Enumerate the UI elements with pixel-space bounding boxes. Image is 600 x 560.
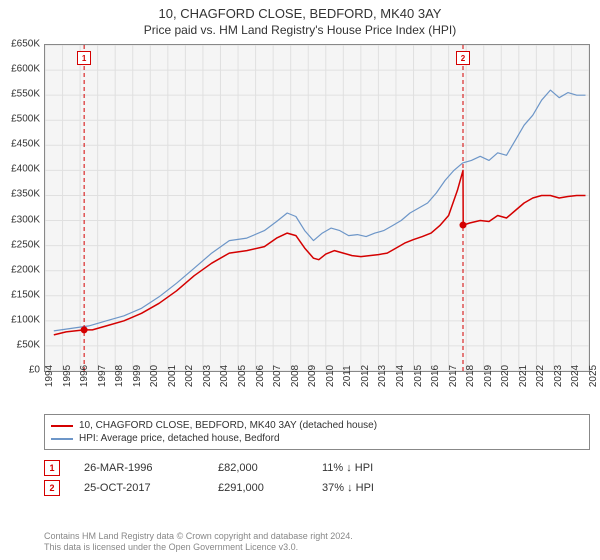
plot-marker-1: 1 — [77, 51, 91, 65]
transaction-date: 26-MAR-1996 — [84, 462, 194, 474]
transaction-marker: 1 — [44, 460, 60, 476]
xtick: 2004 — [219, 365, 230, 387]
transaction-delta: 11% ↓ HPI — [322, 462, 373, 474]
xtick: 2021 — [518, 365, 529, 387]
ytick: £650K — [0, 39, 40, 50]
xtick: 2017 — [448, 365, 459, 387]
chart-title: 10, CHAGFORD CLOSE, BEDFORD, MK40 3AY — [0, 0, 600, 21]
ytick: £550K — [0, 89, 40, 100]
xtick: 1995 — [62, 365, 73, 387]
plot-marker-2: 2 — [456, 51, 470, 65]
y-axis-ticks: £0£50K£100K£150K£200K£250K£300K£350K£400… — [0, 44, 40, 370]
transaction-row: 2 25-OCT-2017 £291,000 37% ↓ HPI — [44, 478, 590, 498]
transaction-delta: 37% ↓ HPI — [322, 482, 374, 494]
xtick: 2010 — [325, 365, 336, 387]
ytick: £50K — [0, 339, 40, 350]
chart-svg — [45, 45, 589, 371]
xtick: 1996 — [79, 365, 90, 387]
xtick: 2020 — [500, 365, 511, 387]
transaction-price: £82,000 — [218, 462, 298, 474]
xtick: 2015 — [413, 365, 424, 387]
xtick: 1998 — [114, 365, 125, 387]
transaction-date: 25-OCT-2017 — [84, 482, 194, 494]
xtick: 1994 — [44, 365, 55, 387]
xtick: 2019 — [483, 365, 494, 387]
transaction-table: 1 26-MAR-1996 £82,000 11% ↓ HPI 2 25-OCT-2017… — [44, 458, 590, 498]
chart-plot-area: 12 — [44, 44, 590, 372]
xtick: 2022 — [535, 365, 546, 387]
credits-line2: This data is licensed under the Open Gov… — [44, 542, 590, 554]
xtick: 2011 — [342, 365, 353, 387]
ytick: £450K — [0, 139, 40, 150]
legend-label: HPI: Average price, detached house, Bedf… — [79, 433, 280, 444]
credits-line1: Contains HM Land Registry data © Crown c… — [44, 531, 590, 543]
xtick: 2003 — [202, 365, 213, 387]
legend-label: 10, CHAGFORD CLOSE, BEDFORD, MK40 3AY (d… — [79, 420, 377, 431]
xtick: 2025 — [588, 365, 599, 387]
legend-swatch — [51, 425, 73, 427]
ytick: £200K — [0, 264, 40, 275]
ytick: £100K — [0, 314, 40, 325]
xtick: 2012 — [360, 365, 371, 387]
legend-row: HPI: Average price, detached house, Bedf… — [51, 432, 583, 445]
xtick: 2005 — [237, 365, 248, 387]
legend-row: 10, CHAGFORD CLOSE, BEDFORD, MK40 3AY (d… — [51, 419, 583, 432]
transaction-row: 1 26-MAR-1996 £82,000 11% ↓ HPI — [44, 458, 590, 478]
ytick: £300K — [0, 214, 40, 225]
transaction-marker: 2 — [44, 480, 60, 496]
xtick: 2023 — [553, 365, 564, 387]
ytick: £350K — [0, 189, 40, 200]
ytick: £250K — [0, 239, 40, 250]
x-axis-ticks: 1994199519961997199819992000200120022003… — [44, 376, 588, 416]
xtick: 2009 — [307, 365, 318, 387]
xtick: 2000 — [149, 365, 160, 387]
ytick: £0 — [0, 365, 40, 376]
legend-swatch — [51, 438, 73, 440]
xtick: 2007 — [272, 365, 283, 387]
xtick: 2014 — [395, 365, 406, 387]
xtick: 2008 — [290, 365, 301, 387]
ytick: £600K — [0, 64, 40, 75]
xtick: 2024 — [570, 365, 581, 387]
xtick: 2001 — [167, 365, 178, 387]
legend: 10, CHAGFORD CLOSE, BEDFORD, MK40 3AY (d… — [44, 414, 590, 450]
ytick: £150K — [0, 289, 40, 300]
xtick: 1999 — [132, 365, 143, 387]
credits: Contains HM Land Registry data © Crown c… — [44, 531, 590, 554]
ytick: £400K — [0, 164, 40, 175]
chart-subtitle: Price paid vs. HM Land Registry's House … — [0, 21, 600, 37]
ytick: £500K — [0, 114, 40, 125]
xtick: 2016 — [430, 365, 441, 387]
xtick: 2006 — [255, 365, 266, 387]
xtick: 2002 — [184, 365, 195, 387]
xtick: 1997 — [97, 365, 108, 387]
xtick: 2013 — [377, 365, 388, 387]
xtick: 2018 — [465, 365, 476, 387]
transaction-price: £291,000 — [218, 482, 298, 494]
